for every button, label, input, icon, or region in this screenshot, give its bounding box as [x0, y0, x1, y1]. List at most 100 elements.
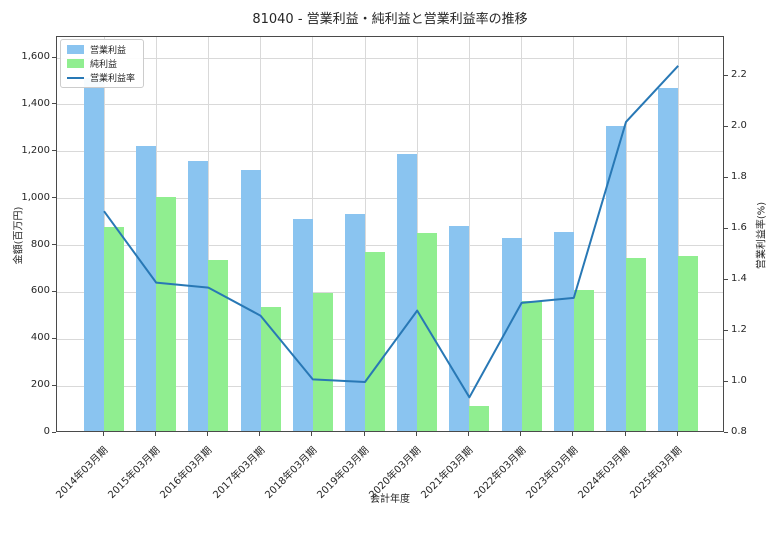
y-tick-mark-right [724, 431, 728, 433]
gridline-vertical [521, 37, 523, 431]
gridline-horizontal [57, 245, 723, 246]
operating-profit-bar [84, 78, 104, 431]
chart-title: 81040 - 営業利益・純利益と営業利益率の推移 [252, 12, 528, 27]
operating-margin-line [103, 65, 679, 399]
gridline-horizontal [57, 338, 723, 340]
x-tick-mark [259, 432, 261, 436]
operating-profit-bar [606, 126, 626, 431]
legend-color-swatch [67, 59, 84, 68]
operating-profit-bar [345, 214, 365, 431]
y-tick-label-left: 1,000 [21, 191, 50, 203]
y-tick-mark-left [52, 244, 56, 245]
y-tick-mark-right [724, 380, 728, 382]
legend-line-sample [67, 76, 84, 79]
x-tick-mark [467, 432, 469, 436]
y-tick-label-right: 1.2 [731, 324, 747, 335]
net-profit-bar [208, 259, 229, 431]
chart-figure: 81040 - 営業利益・純利益と営業利益率の推移 金額(百万円) 営業利益率(… [13, 12, 768, 505]
y-tick-label-left: 800 [30, 238, 50, 250]
x-axis-label: 会計年度 [370, 494, 410, 505]
legend-label: 営業利益 [90, 46, 127, 56]
y-tick-mark-right [724, 278, 728, 280]
net-profit-bar [365, 251, 385, 431]
operating-profit-bar [292, 218, 313, 431]
operating-profit-bar [240, 169, 261, 431]
y-tick-mark-left [52, 103, 56, 105]
y-tick-mark-left [52, 56, 56, 58]
gridline-horizontal [57, 151, 723, 153]
x-tick-mark [154, 432, 156, 436]
y-tick-label-left: 1,600 [21, 51, 50, 62]
gridline-vertical [677, 37, 679, 431]
y-tick-label-left: 1,200 [21, 144, 50, 156]
gridline-horizontal [57, 57, 723, 59]
x-tick-mark [363, 432, 365, 436]
operating-profit-bar [553, 231, 574, 431]
gridline-vertical [312, 37, 314, 431]
y-tick-mark-right [724, 329, 728, 331]
legend: 営業利益純利益営業利益率 [60, 39, 145, 88]
y-tick-label-left: 200 [30, 379, 50, 391]
y-tick-label-right: 1.4 [731, 273, 747, 284]
x-tick-mark [572, 432, 574, 436]
net-profit-bar [260, 306, 281, 431]
y-tick-label-left: 400 [30, 332, 50, 344]
operating-profit-bar [449, 225, 470, 431]
y-tick-label-right: 0.8 [731, 426, 747, 437]
y-axis-label-left: 金額(百万円) [13, 206, 25, 265]
x-tick-mark [676, 432, 678, 436]
plot-area: 営業利益純利益営業利益率 [56, 36, 724, 432]
net-profit-bar [678, 256, 699, 431]
gridline-horizontal [57, 385, 723, 387]
operating-profit-bar [501, 237, 522, 431]
y-tick-mark-left [52, 431, 56, 433]
y-tick-label-right: 2.2 [731, 69, 747, 80]
legend-item-operating-margin: 営業利益率 [67, 72, 136, 84]
y-tick-label-right: 2.0 [731, 120, 747, 131]
y-tick-mark-left [52, 150, 56, 152]
gridline-vertical [364, 37, 366, 431]
y-tick-label-right: 1.6 [731, 222, 747, 233]
gridline-horizontal [57, 198, 723, 200]
gridline-vertical [468, 37, 470, 431]
net-profit-bar [521, 300, 542, 431]
legend-color-swatch [67, 45, 84, 54]
y-tick-mark-right [724, 227, 728, 229]
net-profit-bar [312, 292, 333, 431]
y-axis-label-right: 営業利益率(%) [756, 201, 768, 270]
net-profit-bar [156, 196, 177, 431]
y-tick-label-left: 1,400 [21, 97, 50, 109]
net-profit-bar [573, 290, 594, 431]
x-tick-mark [102, 432, 104, 436]
y-tick-mark-right [724, 125, 728, 127]
legend-label: 営業利益率 [90, 74, 136, 84]
y-tick-label-right: 1.8 [731, 171, 747, 182]
y-tick-mark-left [52, 384, 56, 386]
x-tick-mark [520, 432, 522, 436]
net-profit-bar [104, 227, 124, 431]
net-profit-bar [626, 257, 646, 431]
legend-label: 純利益 [90, 60, 118, 70]
operating-profit-bar [136, 146, 157, 431]
x-tick-mark [624, 432, 626, 436]
gridline-vertical [573, 37, 575, 431]
gridline-horizontal [57, 291, 723, 293]
y-tick-label-right: 1.0 [731, 375, 747, 386]
y-tick-mark-right [724, 74, 728, 76]
gridline-horizontal [57, 104, 723, 106]
y-tick-mark-right [724, 176, 728, 178]
y-tick-label-left: 600 [30, 285, 50, 297]
operating-profit-bar [658, 87, 679, 431]
y-tick-mark-left [52, 197, 56, 199]
gridline-vertical [207, 37, 209, 431]
net-profit-bar [417, 232, 438, 431]
x-tick-mark [206, 432, 208, 436]
x-tick-mark [415, 432, 417, 436]
y-tick-label-left: 0 [43, 426, 50, 437]
gridline-vertical [260, 37, 262, 431]
y-tick-mark-left [52, 290, 56, 292]
net-profit-bar [469, 406, 490, 431]
legend-item-net-profit: 純利益 [67, 58, 135, 70]
gridline-vertical [625, 37, 627, 431]
y-tick-mark-left [52, 337, 56, 339]
